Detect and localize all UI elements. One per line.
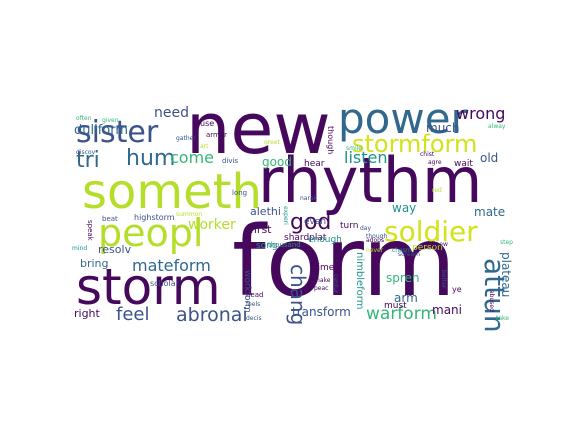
cloud-word-nimbleform: nimbleform xyxy=(354,252,365,310)
cloud-word-never: never xyxy=(366,247,384,254)
cloud-word-take: take xyxy=(496,315,509,322)
cloud-word-even: even xyxy=(304,217,327,227)
cloud-word-form: form xyxy=(232,206,456,318)
cloud-word-centur: centur xyxy=(332,274,339,294)
cloud-word-adops: adops xyxy=(366,237,385,244)
cloud-word-transform: transform xyxy=(292,305,351,319)
cloud-word-feel: feel xyxy=(116,304,150,325)
cloud-word-discov: discov xyxy=(76,149,96,156)
cloud-word-someth: someth xyxy=(82,164,262,220)
cloud-word-tri: tri xyxy=(76,148,100,173)
cloud-word-thousand: thousand xyxy=(268,241,301,249)
cloud-word-though: though xyxy=(366,233,388,240)
cloud-word-make: make xyxy=(314,277,331,284)
cloud-word-abronai: abronai xyxy=(176,304,248,326)
cloud-word-head: head xyxy=(246,291,264,299)
cloud-word-red: red xyxy=(432,187,442,194)
cloud-word-power: power xyxy=(338,94,468,143)
cloud-word-agre: agre xyxy=(428,159,442,166)
cloud-word-art: art xyxy=(200,143,209,150)
cloud-word-shardplat: shardplat xyxy=(284,233,327,243)
cloud-word-workform: workform xyxy=(242,270,252,313)
cloud-word-day: day xyxy=(360,225,372,232)
cloud-word-wrong: wrong xyxy=(456,104,506,123)
cloud-word-plateau: plateau xyxy=(499,252,513,298)
cloud-word-new: new xyxy=(186,88,331,170)
cloud-word-smile: smile xyxy=(346,145,362,152)
cloud-word-sister: sister xyxy=(76,115,159,150)
cloud-word-rhythm: rhythm xyxy=(258,144,483,217)
cloud-word-soldier: soldier xyxy=(384,215,478,248)
cloud-word-time: time xyxy=(314,263,335,273)
cloud-word-alway: alway xyxy=(488,123,506,130)
cloud-word-turn: turn xyxy=(340,221,359,231)
cloud-word-listen: listen xyxy=(344,148,388,167)
cloud-word-right: right xyxy=(74,307,100,320)
cloud-word-highstorm: highstorm xyxy=(134,213,175,222)
cloud-word-gather: gather xyxy=(176,135,196,142)
cloud-word-chasm: chasm xyxy=(392,247,412,254)
cloud-word-storm: storm xyxy=(76,258,221,316)
cloud-word-god: god xyxy=(290,210,332,235)
cloud-word-spren: spren xyxy=(386,271,420,285)
cloud-word-first: first xyxy=(250,223,272,236)
cloud-word-warform: warform xyxy=(366,304,437,324)
cloud-word-scholar: scholar xyxy=(150,279,179,288)
cloud-word-though: though xyxy=(326,126,335,155)
cloud-word-alethi: alethi xyxy=(250,205,281,218)
cloud-word-knew: knew xyxy=(432,241,448,248)
cloud-word-arm: arm xyxy=(394,291,418,305)
cloud-word-decis: decis xyxy=(246,315,262,322)
cloud-word-feels: feels xyxy=(246,301,261,308)
cloud-word-dullform: dullform xyxy=(74,123,129,138)
cloud-word-worker: worker xyxy=(188,217,236,233)
cloud-word-come: come xyxy=(170,148,215,167)
cloud-word-chang: chang xyxy=(286,264,310,326)
cloud-word-scream: scream xyxy=(398,251,420,258)
cloud-word-armor: armor xyxy=(206,131,228,139)
cloud-word-song: song xyxy=(256,241,278,251)
cloud-word-narak: narak xyxy=(300,195,318,202)
cloud-word-way: way xyxy=(392,201,417,215)
cloud-word-must: must xyxy=(384,301,407,311)
cloud-word-long: long xyxy=(232,189,248,197)
cloud-word-use: use xyxy=(200,119,215,128)
cloud-word-ye: ye xyxy=(452,285,462,294)
cloud-word-greet: greet xyxy=(264,139,280,146)
cloud-word-divis: divis xyxy=(222,157,239,165)
cloud-word-bring: bring xyxy=(80,257,109,270)
cloud-word-need: need xyxy=(154,105,189,121)
cloud-word-step: step xyxy=(500,239,513,246)
cloud-word-attun: attun xyxy=(478,258,511,333)
cloud-word-old: old xyxy=(480,151,499,165)
cloud-word-peac: peac xyxy=(314,285,329,292)
cloud-word-enough: enough xyxy=(308,235,342,245)
cloud-word-experi: experi xyxy=(282,206,289,225)
cloud-word-abused: abused xyxy=(488,290,495,312)
cloud-word-summon: summon xyxy=(176,211,203,218)
cloud-word-mani: mani xyxy=(432,303,462,317)
cloud-word-mateform: mateform xyxy=(132,256,211,275)
cloud-word-peopl: peopl xyxy=(98,211,204,255)
cloud-word-often: often xyxy=(76,115,92,122)
cloud-word-given: given xyxy=(102,117,119,124)
cloud-word-stormform: stormform xyxy=(352,130,478,158)
cloud-word-beat: beat xyxy=(102,215,118,223)
cloud-word-speak: speak xyxy=(86,220,94,241)
cloud-word-hum: hum xyxy=(126,146,176,171)
cloud-word-person: person xyxy=(412,243,443,253)
cloud-word-better: better xyxy=(440,270,447,289)
cloud-word-mate: mate xyxy=(474,205,506,219)
cloud-word-good: good xyxy=(262,155,292,169)
cloud-word-hear: hear xyxy=(304,159,325,169)
cloud-word-much: much xyxy=(426,121,460,135)
cloud-word-chist: chist xyxy=(420,151,435,158)
cloud-word-wait: wait xyxy=(454,159,473,169)
cloud-word-resolv: resolv xyxy=(98,243,132,256)
cloud-word-mind: mind xyxy=(72,245,88,252)
